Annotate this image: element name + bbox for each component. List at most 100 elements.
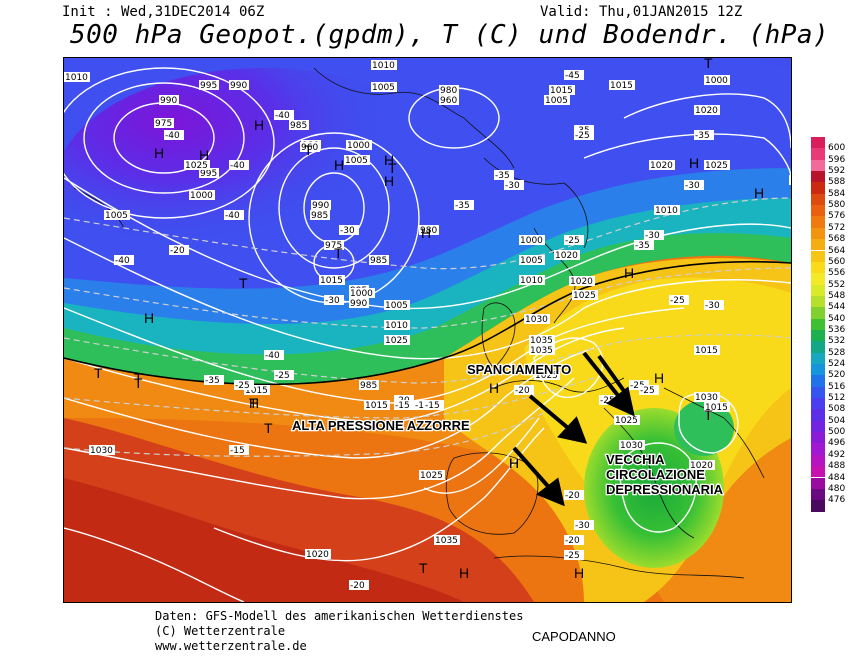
high-pressure-marker: H — [249, 395, 259, 411]
isobar-label: 1005 — [385, 301, 408, 311]
isobar-1030 — [213, 427, 545, 562]
isobar-label-box — [694, 392, 720, 402]
isobar-label-box — [154, 118, 174, 128]
isobar-label: 1025 — [385, 336, 408, 346]
legend-label: 592 — [828, 166, 846, 177]
isobar-label-box — [524, 314, 550, 324]
legend-swatch — [811, 295, 825, 308]
isobar-label: 980 — [420, 226, 437, 236]
isobar-1000-ne — [623, 93, 791, 149]
temperature-label: -30 — [325, 296, 340, 306]
legend-swatch — [811, 466, 825, 478]
isobar-label: 975 — [325, 241, 342, 251]
legend-swatch — [811, 329, 825, 342]
legend-swatch — [811, 239, 825, 251]
temperature-label-box — [644, 230, 664, 240]
isobar-label: 1020 — [650, 161, 673, 171]
temperature-label: -15 — [415, 401, 430, 411]
legend-label: 560 — [828, 256, 846, 267]
isobar-label: 1005 — [105, 211, 128, 221]
temperature-label: -25 — [600, 396, 615, 406]
temperature-label-box — [564, 550, 584, 560]
legend-swatch — [811, 216, 825, 228]
temperature-label-box — [639, 385, 659, 395]
isobar-label-box — [244, 385, 270, 395]
isobar-label-box — [419, 225, 439, 235]
temperature-label-box — [494, 170, 514, 180]
legend-label: 480 — [828, 483, 846, 494]
high-pressure-marker: H — [574, 565, 584, 581]
weather-map: 1010 995 990 975 990 995 1000 1005 980 985 960 1000… — [63, 57, 792, 603]
isobar-label-box — [614, 415, 640, 425]
high-pressure-marker: H — [754, 185, 764, 201]
isobar-label: 1025 — [185, 161, 208, 171]
isobar-label: 995 — [200, 81, 217, 91]
legend-swatch — [811, 193, 825, 206]
temperature-label-box — [234, 380, 254, 390]
isobar-label: 1025 — [535, 371, 558, 381]
isobar-label: 1010 — [655, 206, 678, 216]
isobar-label: 1000 — [190, 191, 213, 201]
temperature-label: -15 — [425, 401, 440, 411]
isobar-label-box — [344, 155, 370, 165]
temperature-label: -40 — [230, 161, 245, 171]
isobar-label: 1035 — [530, 346, 553, 356]
temperature-label: -25 — [235, 381, 250, 391]
low-pressure-marker: T — [388, 160, 397, 176]
isobar-label-box — [229, 80, 249, 90]
low-pressure-marker: T — [264, 420, 273, 436]
temperature-label: -20 — [515, 386, 530, 396]
isobar-1010 — [64, 307, 685, 404]
temperature-label: -30 — [685, 181, 700, 191]
isobar-label-box — [159, 95, 179, 105]
temperature-label: -25 — [275, 371, 290, 381]
isobar-label-box — [519, 235, 545, 245]
isotherm-15 — [64, 407, 555, 457]
isobar-label-box — [439, 85, 459, 95]
map-title: 500 hPa Geopot.(gpdm), T (C) und Bodendr… — [70, 20, 830, 50]
legend-label: 588 — [828, 177, 846, 188]
legend-swatch — [811, 284, 825, 296]
legend-swatch — [811, 409, 825, 421]
temperature-label: -25 — [575, 131, 590, 141]
temperature-label-box — [339, 225, 359, 235]
legend-label: 476 — [828, 495, 846, 506]
legend-label: 536 — [828, 324, 846, 335]
temperature-label-box — [349, 580, 369, 590]
legend-label: 544 — [828, 302, 846, 313]
isobar-label-box — [689, 460, 715, 470]
legend-label: 568 — [828, 234, 846, 245]
low-pressure-marker: T — [704, 407, 713, 423]
isobar-label: 985 — [290, 121, 307, 131]
legend-swatch — [811, 273, 825, 285]
isobar-label-box — [349, 298, 369, 308]
purple-trough-west — [64, 68, 474, 308]
temperature-label-box — [564, 490, 584, 500]
isobar-label: 1020 — [570, 277, 593, 287]
temperature-label-box — [694, 130, 714, 140]
temperature-label: -40 — [225, 211, 240, 221]
isobar-label-box — [572, 290, 598, 300]
temperature-label-box — [564, 70, 584, 80]
high-pressure-marker: H — [254, 117, 264, 133]
temperature-label-box — [324, 295, 344, 305]
label-vecchia-3: DEPRESSIONARIA — [606, 482, 724, 497]
isobar-label-box — [300, 142, 320, 152]
temperature-label-box — [169, 245, 189, 255]
isobar-label: 985 — [360, 381, 377, 391]
temperature-label-box — [454, 200, 474, 210]
isobar-1015-balkans — [678, 392, 739, 454]
isobar-label: 1010 — [520, 276, 543, 286]
legend-swatch — [811, 250, 825, 262]
british-isles — [481, 302, 516, 369]
legend-label: 548 — [828, 290, 846, 301]
isobar-label-box — [311, 200, 331, 210]
isobar-label: 1015 — [610, 81, 633, 91]
temperature-label: -30 — [340, 226, 355, 236]
isobar-label: 1035 — [435, 536, 458, 546]
legend-swatch — [811, 307, 825, 319]
isotherm-30 — [64, 267, 791, 329]
isobar-low-w-2 — [83, 82, 245, 194]
isobar-label-box — [534, 370, 560, 380]
legend-label: 532 — [828, 336, 846, 347]
